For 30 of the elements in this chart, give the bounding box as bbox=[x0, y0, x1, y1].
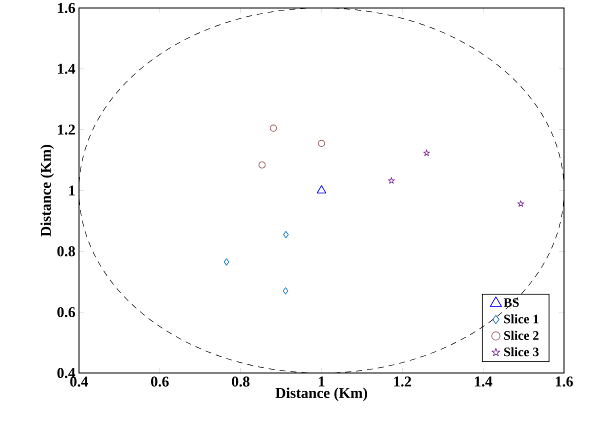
x-axis-title: Distance (Km) bbox=[275, 388, 368, 402]
legend-label: Slice 1 bbox=[504, 314, 538, 324]
y-tick-label: 1 bbox=[69, 186, 75, 196]
x-tick-label: 0.8 bbox=[232, 376, 250, 387]
point bbox=[283, 231, 289, 238]
y-tick-label: 0.6 bbox=[57, 307, 76, 318]
x-tick-label: 0.6 bbox=[151, 376, 169, 387]
y-axis-title: Distance (Km) bbox=[40, 144, 54, 237]
legend-label: Slice 3 bbox=[504, 347, 539, 356]
point bbox=[517, 200, 524, 207]
legend-label: BS bbox=[504, 298, 519, 307]
y-tick-label: 1.2 bbox=[58, 124, 75, 135]
y-tick-label: 0.8 bbox=[57, 246, 75, 256]
x-tick-label: 1.2 bbox=[394, 376, 412, 387]
point bbox=[282, 287, 288, 294]
point bbox=[318, 140, 326, 147]
legend-label: Slice 2 bbox=[504, 330, 539, 340]
point bbox=[224, 258, 230, 266]
point bbox=[423, 150, 430, 156]
x-tick-label: 1 bbox=[318, 376, 324, 386]
y-tick-label: 1.4 bbox=[58, 64, 76, 74]
x-tick-label: 0.4 bbox=[70, 376, 88, 387]
y-tick-label: 1.6 bbox=[58, 2, 76, 14]
point bbox=[316, 185, 326, 194]
point bbox=[388, 177, 395, 184]
y-tick-label: 0.4 bbox=[57, 368, 76, 378]
point bbox=[270, 124, 277, 132]
point bbox=[258, 161, 266, 169]
x-tick-label: 1.6 bbox=[556, 376, 573, 387]
x-tick-label: 1.4 bbox=[475, 376, 492, 387]
